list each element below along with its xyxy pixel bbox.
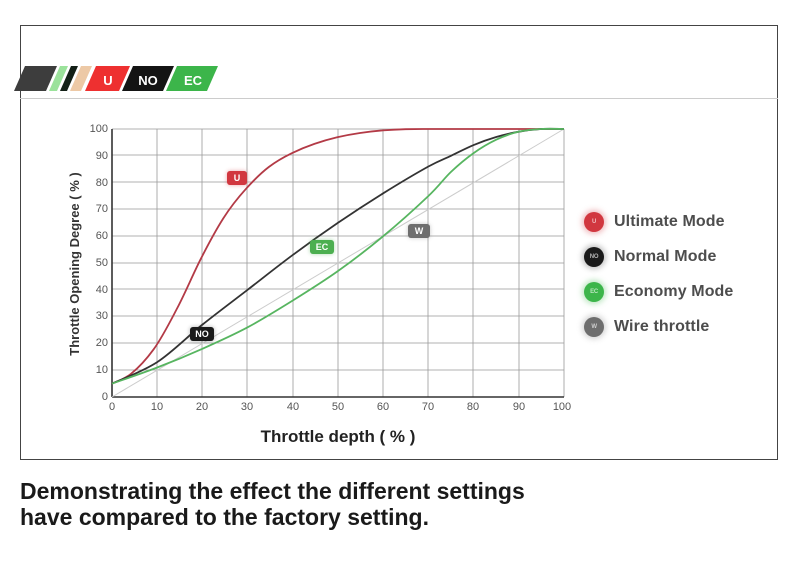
svg-text:EC: EC bbox=[316, 242, 329, 252]
svg-text:U: U bbox=[234, 173, 241, 183]
svg-text:NO: NO bbox=[195, 329, 209, 339]
svg-text:W: W bbox=[415, 226, 424, 236]
